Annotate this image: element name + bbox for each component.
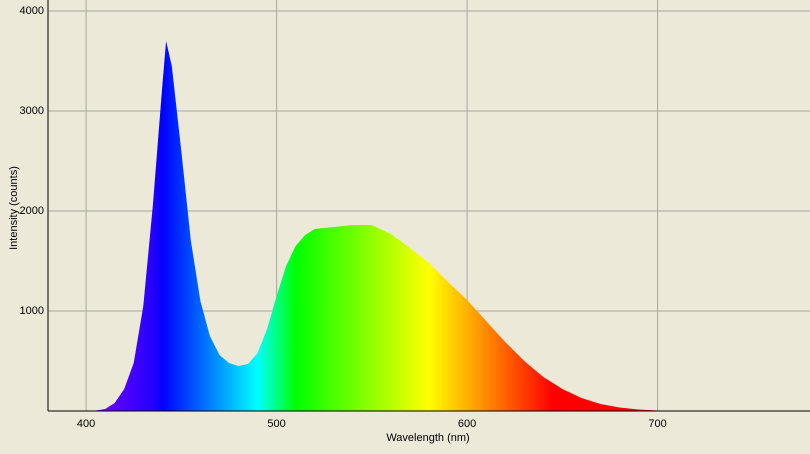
y-tick-label: 4000 <box>20 5 44 17</box>
y-tick-label: 3000 <box>20 105 44 117</box>
y-tick-label: 2000 <box>20 205 44 217</box>
y-tick-label: 1000 <box>20 305 44 317</box>
x-tick-label: 700 <box>648 418 666 430</box>
spectrum-area <box>86 41 696 411</box>
x-tick-label: 600 <box>458 418 476 430</box>
x-axis-label: Wavelength (nm) <box>386 432 469 444</box>
x-tick-label: 500 <box>267 418 285 430</box>
x-tick-label: 400 <box>77 418 95 430</box>
y-axis-label: Intensity (counts) <box>8 166 20 250</box>
